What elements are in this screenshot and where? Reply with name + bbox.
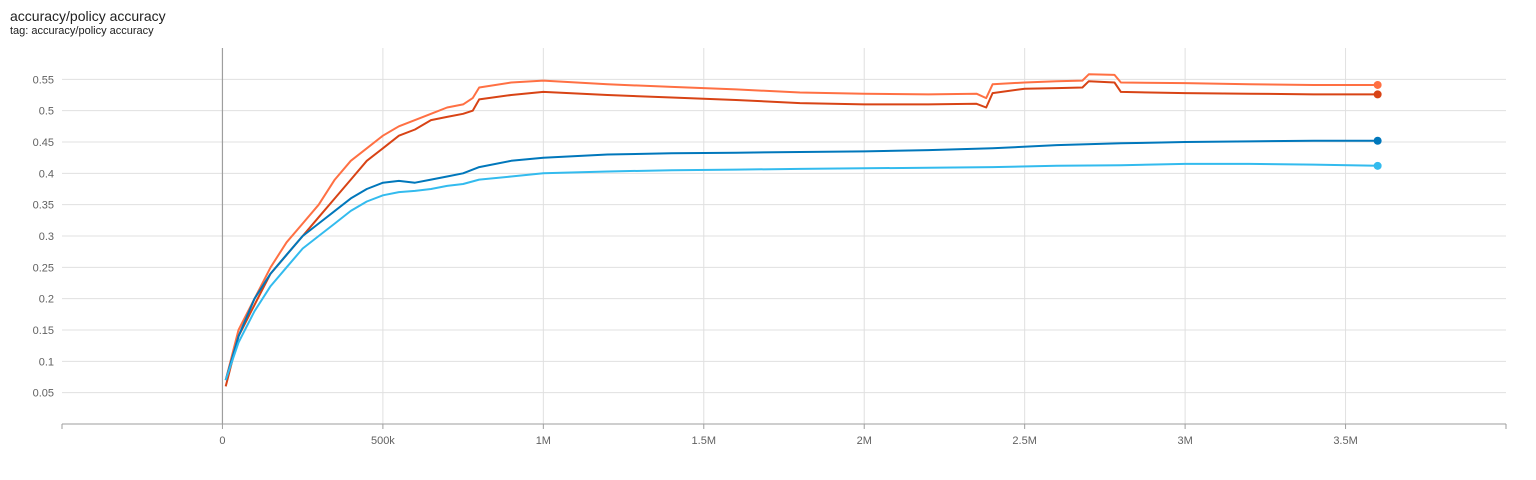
y-tick-label: 0.3 bbox=[39, 231, 54, 243]
y-tick-label: 0.1 bbox=[39, 356, 54, 368]
y-tick-label: 0.15 bbox=[33, 325, 54, 337]
series-end-point-3[interactable] bbox=[1373, 161, 1382, 170]
x-tick-label: 3M bbox=[1177, 435, 1192, 447]
y-tick-label: 0.55 bbox=[33, 74, 54, 86]
series-line-2 bbox=[224, 139, 1378, 381]
x-tick-label: 1.5M bbox=[692, 435, 716, 447]
grid bbox=[61, 48, 1507, 429]
series-end-point-2[interactable] bbox=[1373, 136, 1382, 145]
y-tick-label: 0.25 bbox=[33, 262, 54, 274]
series-line-1 bbox=[224, 80, 1378, 387]
x-tick-label: 0 bbox=[219, 435, 225, 447]
x-tick-label: 2M bbox=[857, 435, 872, 447]
axis-ticks: 0.05 0.1 0.15 0.2 0.25 0.3 0.35 0.4 0.45 0.5 0.55 0… bbox=[33, 74, 1358, 447]
series-line-0 bbox=[224, 73, 1378, 381]
series-lines bbox=[224, 73, 1382, 387]
x-tick-label: 500k bbox=[371, 435, 395, 447]
y-tick-label: 0.05 bbox=[33, 388, 54, 400]
chart-tag: tag: accuracy/policy accuracy bbox=[10, 25, 154, 37]
x-tick-label: 3.5M bbox=[1333, 435, 1357, 447]
x-tick-label: 1M bbox=[536, 435, 551, 447]
y-tick-label: 0.2 bbox=[39, 294, 54, 306]
series-line-3 bbox=[224, 162, 1378, 381]
x-tick-label: 2.5M bbox=[1012, 435, 1036, 447]
series-end-point-1[interactable] bbox=[1373, 90, 1382, 99]
y-tick-label: 0.35 bbox=[33, 200, 54, 212]
y-tick-label: 0.5 bbox=[39, 106, 54, 118]
y-tick-label: 0.4 bbox=[39, 168, 54, 180]
y-tick-label: 0.45 bbox=[33, 137, 54, 149]
chart-title: accuracy/policy accuracy bbox=[10, 8, 166, 24]
series-end-point-0[interactable] bbox=[1373, 80, 1382, 89]
